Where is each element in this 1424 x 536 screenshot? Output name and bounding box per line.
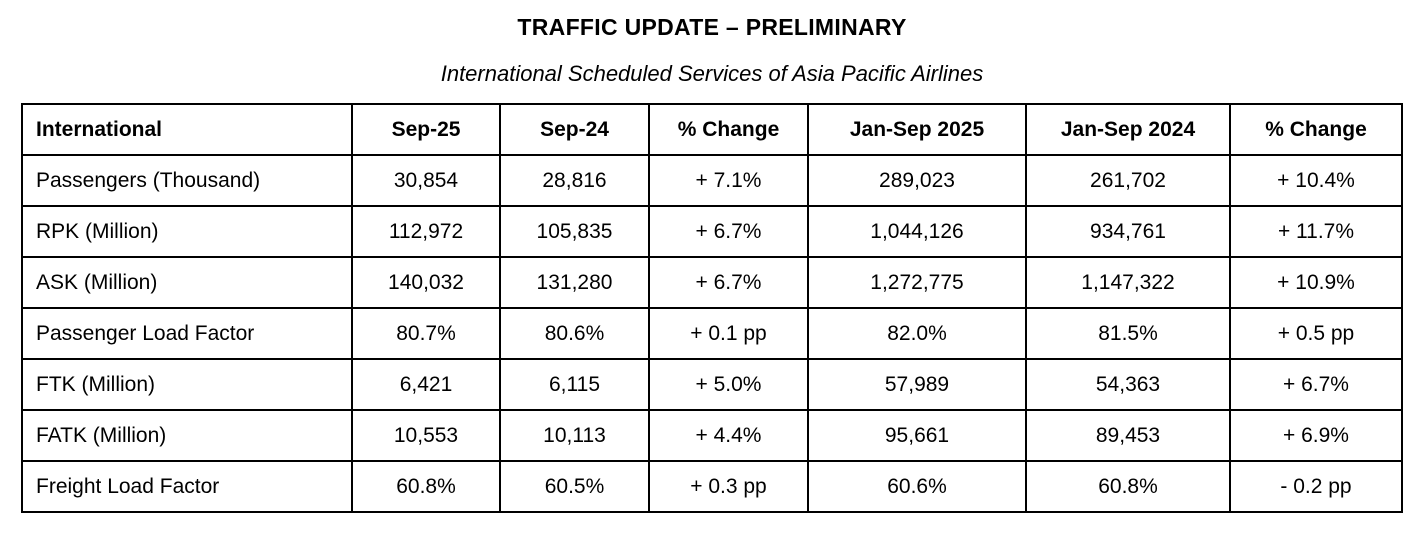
table-cell: 54,363 — [1025, 358, 1231, 411]
table-cell: 60.6% — [807, 460, 1027, 513]
col-pct-change-ytd: % Change — [1229, 103, 1403, 156]
row-label: Passenger Load Factor — [21, 307, 353, 360]
table-cell: 60.8% — [1025, 460, 1231, 513]
table-cell: + 6.9% — [1229, 409, 1403, 462]
table-cell: 261,702 — [1025, 154, 1231, 207]
col-jan-sep-2024: Jan-Sep 2024 — [1025, 103, 1231, 156]
table-row-passengers: Passengers (Thousand) 30,854 28,816 + 7.… — [21, 154, 1403, 207]
table-cell: + 5.0% — [648, 358, 809, 411]
table-cell: 112,972 — [351, 205, 501, 258]
table-row-rpk: RPK (Million) 112,972 105,835 + 6.7% 1,0… — [21, 205, 1403, 258]
table-header-row: International Sep-25 Sep-24 % Change Jan… — [21, 103, 1403, 156]
table-cell: + 6.7% — [648, 256, 809, 309]
table-cell: + 11.7% — [1229, 205, 1403, 258]
page-subtitle: International Scheduled Services of Asia… — [440, 61, 984, 86]
col-sep-25: Sep-25 — [351, 103, 501, 156]
traffic-table: International Sep-25 Sep-24 % Change Jan… — [21, 103, 1403, 513]
table-cell: 60.8% — [351, 460, 501, 513]
col-international: International — [21, 103, 353, 156]
table-cell: 6,421 — [351, 358, 501, 411]
table-row-passenger-load-factor: Passenger Load Factor 80.7% 80.6% + 0.1 … — [21, 307, 1403, 360]
table-cell: 934,761 — [1025, 205, 1231, 258]
table-cell: 82.0% — [807, 307, 1027, 360]
table-cell: 80.7% — [351, 307, 501, 360]
col-pct-change-month: % Change — [648, 103, 809, 156]
row-label: RPK (Million) — [21, 205, 353, 258]
table-cell: 81.5% — [1025, 307, 1231, 360]
table-cell: + 0.3 pp — [648, 460, 809, 513]
table-cell: + 6.7% — [1229, 358, 1403, 411]
table-cell: 105,835 — [499, 205, 650, 258]
table-cell: 80.6% — [499, 307, 650, 360]
table-cell: 140,032 — [351, 256, 501, 309]
table-cell: 60.5% — [499, 460, 650, 513]
table-cell: 131,280 — [499, 256, 650, 309]
table-cell: + 7.1% — [648, 154, 809, 207]
row-label: Passengers (Thousand) — [21, 154, 353, 207]
table-cell: 1,272,775 — [807, 256, 1027, 309]
table-cell: 95,661 — [807, 409, 1027, 462]
table-row-fatk: FATK (Million) 10,553 10,113 + 4.4% 95,6… — [21, 409, 1403, 462]
table-cell: 28,816 — [499, 154, 650, 207]
table-cell: + 0.5 pp — [1229, 307, 1403, 360]
table-row-ask: ASK (Million) 140,032 131,280 + 6.7% 1,2… — [21, 256, 1403, 309]
table-row-freight-load-factor: Freight Load Factor 60.8% 60.5% + 0.3 pp… — [21, 460, 1403, 513]
table-cell: + 10.4% — [1229, 154, 1403, 207]
table-cell: + 4.4% — [648, 409, 809, 462]
row-label: FTK (Million) — [21, 358, 353, 411]
table-row-ftk: FTK (Million) 6,421 6,115 + 5.0% 57,989 … — [21, 358, 1403, 411]
table-cell: + 0.1 pp — [648, 307, 809, 360]
row-label: FATK (Million) — [21, 409, 353, 462]
col-sep-24: Sep-24 — [499, 103, 650, 156]
table-cell: - 0.2 pp — [1229, 460, 1403, 513]
table-cell: + 10.9% — [1229, 256, 1403, 309]
col-jan-sep-2025: Jan-Sep 2025 — [807, 103, 1027, 156]
table-cell: + 6.7% — [648, 205, 809, 258]
table-cell: 57,989 — [807, 358, 1027, 411]
table-cell: 6,115 — [499, 358, 650, 411]
table-cell: 30,854 — [351, 154, 501, 207]
row-label: Freight Load Factor — [21, 460, 353, 513]
table-cell: 1,044,126 — [807, 205, 1027, 258]
table-cell: 89,453 — [1025, 409, 1231, 462]
table-cell: 1,147,322 — [1025, 256, 1231, 309]
table-cell: 10,113 — [499, 409, 650, 462]
table-cell: 10,553 — [351, 409, 501, 462]
page-title: TRAFFIC UPDATE – PRELIMINARY — [517, 14, 907, 40]
table-cell: 289,023 — [807, 154, 1027, 207]
row-label: ASK (Million) — [21, 256, 353, 309]
